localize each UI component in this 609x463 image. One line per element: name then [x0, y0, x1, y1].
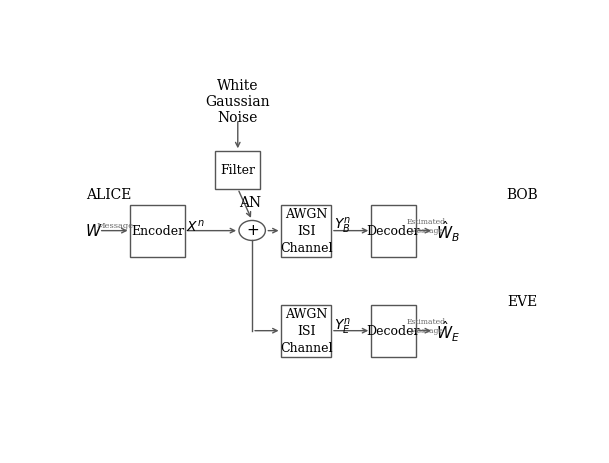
Text: AWGN
ISI
Channel: AWGN ISI Channel: [280, 307, 333, 354]
Bar: [216, 152, 260, 189]
Bar: [371, 305, 416, 357]
Text: AWGN
ISI
Channel: AWGN ISI Channel: [280, 208, 333, 255]
Text: White
Gaussian
Noise: White Gaussian Noise: [206, 79, 270, 125]
Text: $X^n$: $X^n$: [186, 218, 205, 234]
Text: BOB: BOB: [506, 188, 538, 201]
Text: $W$: $W$: [85, 223, 103, 239]
Text: Estimated
Message: Estimated Message: [407, 217, 446, 235]
Text: $Y_B^n$: $Y_B^n$: [334, 216, 351, 236]
Text: $\hat{W}_E$: $\hat{W}_E$: [436, 319, 460, 343]
Text: Decoder: Decoder: [367, 225, 420, 238]
Text: $+$: $+$: [245, 224, 259, 238]
Bar: [281, 305, 331, 357]
Text: Decoder: Decoder: [367, 325, 420, 338]
Text: AN: AN: [239, 195, 261, 209]
Text: Filter: Filter: [220, 164, 255, 177]
Text: $Y_E^n$: $Y_E^n$: [334, 317, 351, 337]
Text: Estimated
Message: Estimated Message: [407, 317, 446, 335]
Bar: [281, 205, 331, 257]
Text: Encoder: Encoder: [131, 225, 184, 238]
Text: $\hat{W}_B$: $\hat{W}_B$: [436, 219, 460, 243]
Text: EVE: EVE: [507, 294, 538, 308]
Text: Message: Message: [96, 222, 133, 230]
Bar: [371, 205, 416, 257]
Bar: [130, 205, 185, 257]
Text: ALICE: ALICE: [86, 188, 132, 201]
